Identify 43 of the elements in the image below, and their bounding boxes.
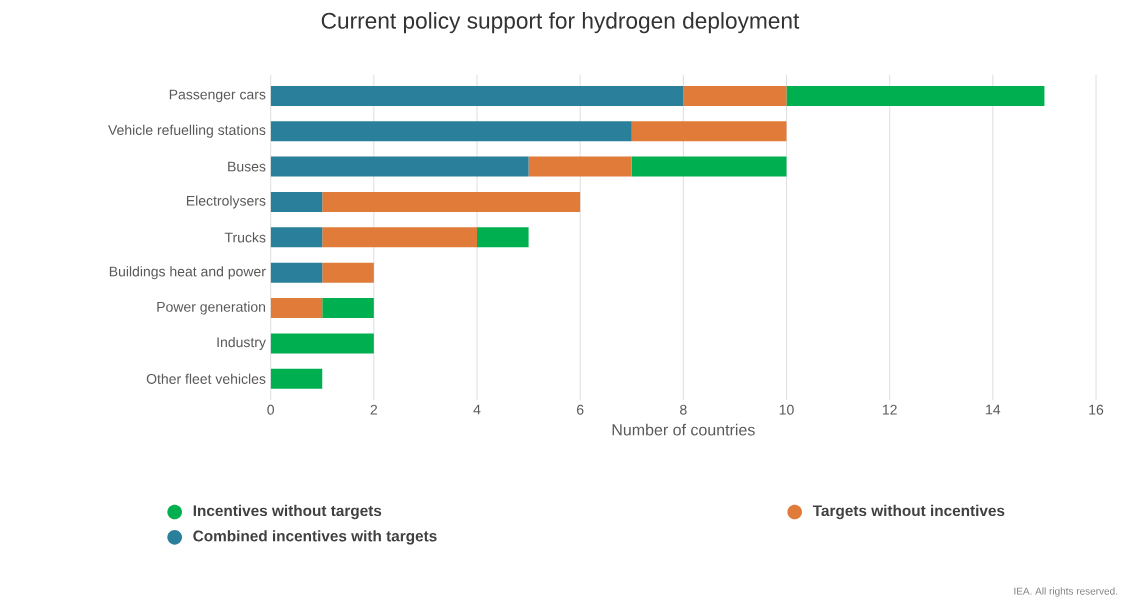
y-tick-label: Passenger cars [169,89,266,103]
bar [270,333,374,354]
x-tick-label: 4 [473,404,481,415]
bar [270,368,323,389]
y-tick-label: Buses [228,161,266,172]
bar [270,121,632,142]
x-tick-label: 2 [370,404,378,415]
x-tick-label: 8 [680,404,687,415]
bar [528,156,632,177]
x-tick-label: 6 [576,404,584,415]
y-tick-label: Other fleet vehicles [146,373,266,384]
x-tick-label: 14 [986,404,1001,415]
bar [631,121,787,142]
bar [631,156,787,177]
bar [786,85,1045,106]
bar [270,262,323,283]
bar [322,298,374,319]
x-axis-title: Number of countries [612,423,755,436]
bar [322,227,478,248]
bar [270,298,323,319]
x-tick-label: 12 [882,404,897,415]
chart-title: Current policy support for hydrogen deployment [321,12,800,34]
y-tick-label: Power generation [157,301,266,315]
y-tick-label: Electrolysers [186,195,266,209]
legend-label: Combined incentives with targets [193,530,437,545]
x-tick-label: 0 [267,404,275,415]
bar [270,156,529,177]
y-tick-label: Trucks [224,232,266,243]
bar [270,85,684,106]
legend-label: Targets without incentives [812,504,1005,520]
bar [322,191,581,212]
y-tick-label: Buildings heat and power [109,266,266,280]
x-tick-label: 16 [1089,404,1104,415]
bar [270,227,323,248]
bar [477,227,529,248]
bar [270,191,323,212]
y-tick-label: Vehicle refuelling stations [108,124,266,138]
y-tick-label: Industry [217,336,266,350]
bar [683,85,787,106]
text: IEA. All rights reserved. [1014,587,1118,597]
legend-label: Incentives without targets [193,504,382,520]
bar [322,262,374,283]
x-tick-label: 10 [779,404,794,415]
